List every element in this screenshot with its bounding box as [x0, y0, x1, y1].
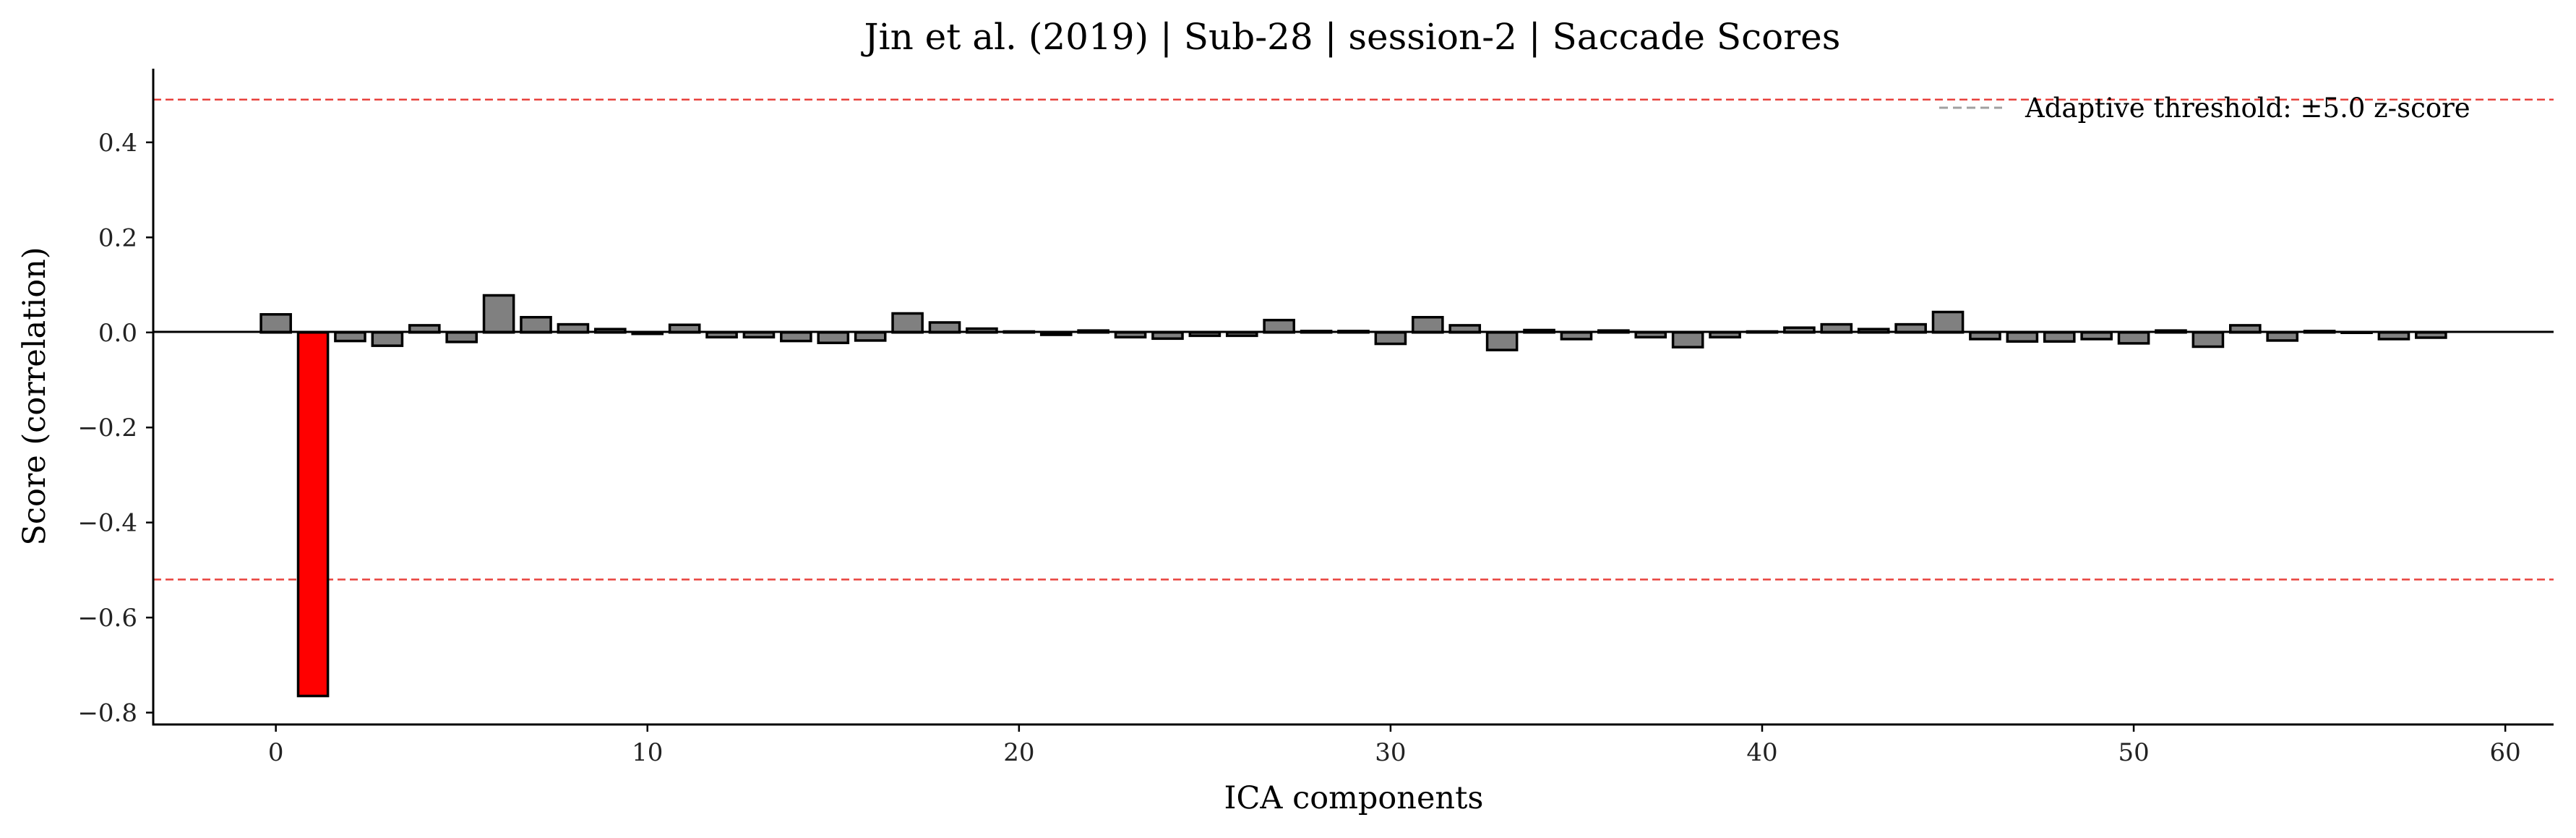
bar-component-37	[1634, 331, 1667, 339]
bar-component-35	[1560, 331, 1593, 341]
y-tick-label: −0.6	[77, 604, 137, 633]
y-axis-label: Score (correlation)	[17, 247, 53, 545]
bar-component-49	[2080, 331, 2113, 341]
x-tick-label: 0	[268, 738, 284, 767]
bar-component-58	[2415, 331, 2447, 339]
bar-component-54	[2266, 331, 2299, 342]
bar-component-13	[742, 331, 776, 339]
bar-component-17	[891, 312, 924, 334]
bar-component-39	[1709, 331, 1741, 339]
bar-component-48	[2043, 331, 2076, 343]
bar-component-7	[520, 315, 552, 334]
bar-component-12	[705, 331, 738, 339]
bar-component-45	[1931, 310, 1965, 334]
bar-component-1	[296, 331, 330, 698]
bars	[259, 294, 2447, 698]
x-tick-label: 30	[1375, 738, 1406, 767]
bar-component-30	[1374, 331, 1407, 346]
bar-component-3	[371, 331, 404, 347]
legend-label: Adaptive threshold: ±5.0 z-score	[2025, 93, 2470, 124]
bar-component-50	[2117, 331, 2150, 345]
bar-component-15	[817, 331, 850, 344]
threshold-lines	[153, 98, 2554, 581]
bar-component-57	[2377, 331, 2410, 341]
y-tick-label: 0.0	[98, 319, 137, 348]
x-tick-label: 10	[632, 738, 663, 767]
bar-component-47	[2006, 331, 2039, 343]
bar-component-16	[854, 331, 887, 342]
y-tick-label: −0.8	[77, 699, 137, 728]
x-tick-label: 20	[1003, 738, 1034, 767]
y-tick-label: 0.2	[98, 223, 137, 252]
bar-component-31	[1412, 315, 1444, 334]
x-axis-label: ICA components	[1224, 780, 1484, 816]
bar-component-38	[1671, 331, 1704, 349]
y-ticks: −0.8 −0.6 −0.4 −0.2 0.0 0.2 0.4	[77, 129, 153, 728]
bar-component-14	[780, 331, 812, 343]
x-ticks: 0 10 20 30 40 50 60	[268, 724, 2521, 767]
bar-component-24	[1151, 331, 1184, 341]
x-tick-label: 40	[1746, 738, 1777, 767]
bar-component-5	[445, 331, 478, 343]
bar-component-6	[482, 294, 515, 334]
bar-component-33	[1485, 331, 1519, 351]
x-tick-label: 60	[2490, 738, 2521, 767]
bar-component-2	[334, 331, 366, 343]
y-tick-label: 0.4	[98, 129, 137, 158]
y-tick-label: −0.4	[77, 509, 137, 538]
bar-component-0	[259, 313, 292, 334]
bar-component-23	[1114, 331, 1147, 339]
y-tick-label: −0.2	[77, 414, 137, 442]
chart-title: Jin et al. (2019) | Sub-28 | session-2 |…	[861, 16, 1841, 58]
legend: Adaptive threshold: ±5.0 z-score	[1939, 93, 2470, 124]
bar-component-52	[2191, 331, 2225, 349]
bar-component-27	[1263, 318, 1295, 334]
bar-component-46	[1969, 331, 2001, 341]
x-tick-label: 50	[2118, 738, 2149, 767]
